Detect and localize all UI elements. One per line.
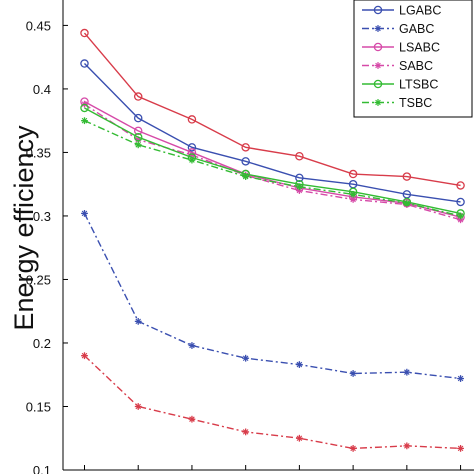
data-point [80,103,89,113]
data-point [81,352,88,360]
data-point [373,5,383,15]
data-point [133,126,143,136]
data-point [80,59,89,68]
legend-item: TSBC [362,96,432,110]
data-point [374,99,382,106]
legend-label: LSABC [399,41,440,55]
legend-label: SABC [399,59,433,73]
legend-item: LSABC [362,41,440,55]
data-point [457,212,464,220]
data-point [187,143,197,152]
data-point [349,190,357,198]
series-line [84,120,461,217]
data-point [349,196,357,203]
y-tick-label: 0.3 [33,209,51,224]
series-line [83,63,461,203]
series-line [83,32,461,187]
legend-label: GABC [399,22,434,36]
series-line [84,103,461,221]
data-point [187,115,197,124]
legend-item: LTSBC [362,78,438,92]
data-point [295,173,304,183]
y-tick-label: 0.25 [26,272,51,287]
legend-label: LTSBC [399,78,438,92]
legend-item: LGABC [362,4,441,18]
data-point [133,113,143,123]
data-point [349,370,357,377]
data-point [242,173,250,180]
data-point [456,181,465,190]
series-gabc [81,210,464,382]
data-point [188,342,196,349]
data-point [134,317,142,325]
data-point [457,445,464,452]
data-point [348,169,358,179]
axes: 0.1 0.15 0.2 0.25 0.3 0.35 0.4 0.45 [26,0,474,474]
data-point [374,62,382,69]
data-point [133,132,143,142]
data-point [241,157,250,166]
series-tsbc [81,117,464,220]
data-point [242,428,250,436]
y-tick-label: 0.45 [26,18,51,33]
y-tick-label: 0.15 [26,399,51,414]
data-point [456,197,465,207]
data-point [134,403,142,410]
data-point [349,445,357,452]
data-point [133,92,143,101]
y-tick-label: 0.2 [33,336,51,351]
data-point [81,210,88,217]
data-point [134,141,142,149]
data-point [295,434,303,442]
data-point [403,442,411,450]
y-tick-label: 0.4 [33,82,51,97]
legend-box [353,0,473,118]
data-point [188,156,196,164]
y-axis-label: Energy efficiency [9,125,39,331]
series-line [83,213,461,380]
data-point [188,415,196,423]
series-line [84,355,461,450]
data-point [295,151,304,161]
data-point [402,172,412,181]
y-tick-label: 0.1 [33,463,51,474]
data-point [81,117,88,125]
data-point [373,42,383,52]
data-point [457,375,464,382]
legend: LGABC GABC LSABC SABC LTSBC TSBC [353,0,473,118]
series-line [84,107,461,215]
data-point [403,368,411,376]
data-point [242,354,250,362]
data-point [403,199,411,207]
data-point [241,143,250,152]
data-point [295,183,303,191]
series-layer [80,28,465,452]
series-unlabeled-6 [80,28,465,190]
data-point [373,79,383,89]
data-point [80,28,89,38]
data-point [295,361,303,368]
series-unlabeled-7 [81,352,464,452]
legend-label: LGABC [399,4,441,18]
y-tick-label: 0.35 [26,145,51,160]
legend-label: TSBC [399,96,432,110]
legend-item: GABC [362,22,434,36]
data-point [374,25,382,32]
legend-item: SABC [362,59,433,73]
